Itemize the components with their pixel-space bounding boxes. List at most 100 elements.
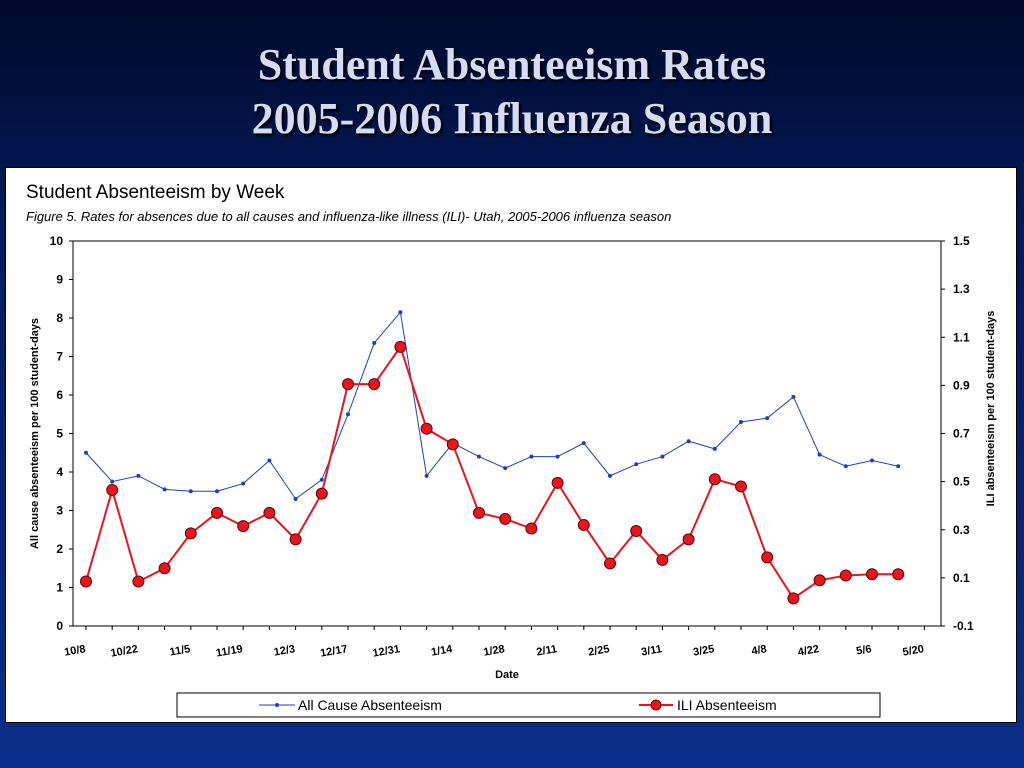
right-tick-label: 0.1 xyxy=(953,571,970,585)
ili-point xyxy=(892,568,905,581)
all-cause-point xyxy=(267,458,272,463)
x-tick-label: 5/6 xyxy=(855,643,872,657)
ili-point xyxy=(342,378,354,391)
ili-point xyxy=(394,340,407,353)
chart-title: Student Absenteeism by Week xyxy=(26,182,285,203)
ili-point xyxy=(577,518,590,531)
all-cause-point xyxy=(398,310,403,315)
ili-point xyxy=(839,569,852,582)
legend-ili-label: ILI Absenteeism xyxy=(677,697,777,713)
x-tick-label: 1/28 xyxy=(483,643,506,659)
ili-point xyxy=(787,592,800,605)
left-tick-label: 5 xyxy=(56,427,63,441)
all-cause-point xyxy=(791,394,796,399)
ili-point xyxy=(735,480,747,493)
ili-point xyxy=(263,506,276,519)
x-tick-label: 12/17 xyxy=(319,643,348,660)
all-cause-point xyxy=(765,416,770,421)
all-cause-point xyxy=(870,458,874,463)
chart-panel: Student Absenteeism by Week Figure 5. Ra… xyxy=(5,167,1017,723)
right-tick-label: 1.3 xyxy=(953,282,970,296)
all-cause-point xyxy=(477,454,481,459)
x-tick-label: 3/25 xyxy=(692,643,715,659)
legend-ili-marker xyxy=(650,699,662,711)
ili-point xyxy=(708,473,721,486)
all-cause-point xyxy=(712,446,717,451)
all-cause-point xyxy=(581,441,586,446)
ili-point xyxy=(604,557,616,570)
x-tick-label: 10/8 xyxy=(63,643,86,659)
all-cause-point xyxy=(84,450,88,455)
all-cause-point xyxy=(529,454,534,459)
all-cause-point xyxy=(686,439,691,444)
all-cause-point xyxy=(319,477,324,482)
x-tick-label: 11/19 xyxy=(215,643,244,659)
right-axis-label: ILI absenteeism per 100 student-days xyxy=(985,311,997,507)
x-tick-label: 4/8 xyxy=(751,643,768,657)
right-tick-label: 0.9 xyxy=(953,378,970,392)
ili-point xyxy=(315,487,328,500)
left-tick-label: 3 xyxy=(56,504,63,518)
all-cause-point xyxy=(608,473,612,478)
ili-point xyxy=(813,574,826,587)
all-cause-point xyxy=(215,489,219,494)
ili-point xyxy=(158,562,171,575)
x-tick-label: 5/20 xyxy=(902,643,925,659)
ili-point xyxy=(499,512,512,525)
all-cause-point xyxy=(739,419,743,424)
left-axis-label: All cause absenteeism per 100 student-da… xyxy=(29,318,41,549)
all-cause-point xyxy=(896,464,901,469)
ili-point xyxy=(866,568,878,581)
all-cause-point xyxy=(241,481,246,486)
all-cause-point xyxy=(634,462,639,467)
ili-point xyxy=(446,438,459,451)
series-ili-line xyxy=(85,344,899,600)
plot-frame xyxy=(72,240,942,627)
right-tick-label: 1.5 xyxy=(953,234,970,248)
series-all-cause-line xyxy=(85,311,899,500)
all-cause-point xyxy=(188,489,193,494)
all-cause-point xyxy=(660,454,665,459)
ili-point xyxy=(106,484,119,497)
all-cause-point xyxy=(162,487,167,492)
left-tick-label: 7 xyxy=(56,350,63,364)
slide-title: Student Absenteeism Rates 2005-2006 Infl… xyxy=(0,38,1024,146)
ili-point xyxy=(420,422,433,435)
all-cause-point xyxy=(372,341,377,346)
x-tick-label: 2/11 xyxy=(536,643,559,658)
ili-point xyxy=(80,575,92,588)
x-tick-label: 10/22 xyxy=(110,643,139,660)
ili-point xyxy=(525,522,538,535)
ili-point xyxy=(237,520,250,533)
right-tick-label: 1.1 xyxy=(953,330,970,344)
all-cause-point xyxy=(555,454,560,459)
slide-title-line2: 2005-2006 Influenza Season xyxy=(251,94,773,143)
x-tick-label: 12/31 xyxy=(372,643,401,660)
ili-point xyxy=(656,553,669,566)
slide-title-line1: Student Absenteeism Rates xyxy=(257,40,767,89)
left-tick-label: 1 xyxy=(56,581,63,595)
x-tick-label: 11/5 xyxy=(169,643,192,658)
all-cause-point xyxy=(293,496,298,501)
all-cause-point xyxy=(110,479,115,484)
ili-point xyxy=(682,533,695,546)
left-tick-label: 2 xyxy=(56,542,63,556)
legend-all-cause-label: All Cause Absenteeism xyxy=(298,697,442,713)
left-tick-label: 4 xyxy=(56,465,63,479)
ili-point xyxy=(551,476,564,489)
ili-point xyxy=(132,575,145,588)
ili-point xyxy=(473,506,485,519)
left-tick-label: 9 xyxy=(56,273,63,287)
x-tick-label: 2/25 xyxy=(587,643,610,659)
left-tick-label: 10 xyxy=(50,234,64,248)
left-tick-label: 8 xyxy=(56,311,63,325)
right-tick-label: 0.5 xyxy=(953,475,970,489)
ili-point xyxy=(368,378,381,391)
chart-subtitle: Figure 5. Rates for absences due to all … xyxy=(26,209,672,224)
all-cause-point xyxy=(136,473,141,478)
left-tick-label: 0 xyxy=(56,619,63,633)
legend-all-cause-marker xyxy=(275,703,279,707)
x-tick-label: 4/22 xyxy=(797,643,820,659)
x-tick-label: 3/11 xyxy=(640,643,663,658)
all-cause-point xyxy=(503,466,508,471)
